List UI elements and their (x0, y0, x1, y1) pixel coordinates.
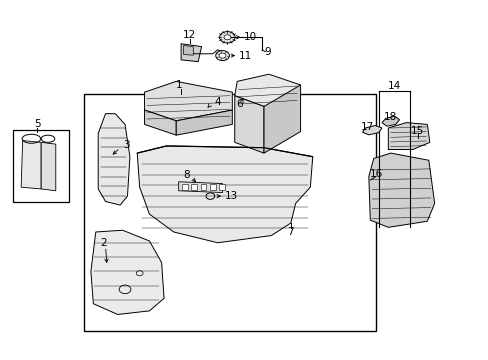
Text: 18: 18 (384, 112, 397, 122)
Text: 11: 11 (238, 50, 251, 60)
Polygon shape (21, 140, 41, 189)
Bar (182, 184, 187, 190)
Text: 5: 5 (34, 119, 41, 129)
Polygon shape (98, 114, 130, 205)
Text: 1: 1 (175, 80, 182, 90)
Circle shape (219, 32, 235, 43)
Bar (209, 184, 215, 190)
Text: 8: 8 (183, 170, 190, 180)
Circle shape (215, 50, 229, 60)
Polygon shape (144, 110, 176, 135)
Polygon shape (381, 116, 399, 126)
Polygon shape (183, 45, 193, 55)
Polygon shape (176, 110, 232, 135)
Polygon shape (91, 230, 163, 315)
Text: 6: 6 (236, 99, 243, 109)
Text: 10: 10 (244, 32, 256, 42)
Text: 15: 15 (410, 126, 424, 135)
Polygon shape (264, 85, 300, 153)
Circle shape (219, 53, 225, 58)
Text: 3: 3 (122, 140, 129, 150)
Text: 2: 2 (100, 238, 106, 248)
Text: 14: 14 (387, 81, 401, 91)
Circle shape (224, 35, 230, 40)
Polygon shape (41, 142, 56, 191)
Text: 16: 16 (369, 168, 382, 179)
Text: 17: 17 (360, 122, 373, 132)
Bar (200, 184, 206, 190)
Text: 12: 12 (183, 31, 196, 40)
Text: 4: 4 (214, 97, 221, 107)
Polygon shape (368, 153, 434, 227)
Polygon shape (178, 182, 222, 193)
Bar (191, 184, 197, 190)
Text: 9: 9 (264, 47, 271, 57)
Bar (219, 184, 224, 190)
Polygon shape (181, 44, 201, 62)
Bar (83, 94, 375, 330)
Polygon shape (234, 74, 300, 107)
Polygon shape (387, 123, 429, 149)
Polygon shape (362, 126, 381, 135)
Polygon shape (144, 81, 232, 121)
Polygon shape (137, 146, 312, 243)
Text: 7: 7 (287, 227, 294, 237)
Text: 13: 13 (225, 191, 238, 201)
Polygon shape (234, 96, 264, 153)
Bar (13, 130, 69, 202)
